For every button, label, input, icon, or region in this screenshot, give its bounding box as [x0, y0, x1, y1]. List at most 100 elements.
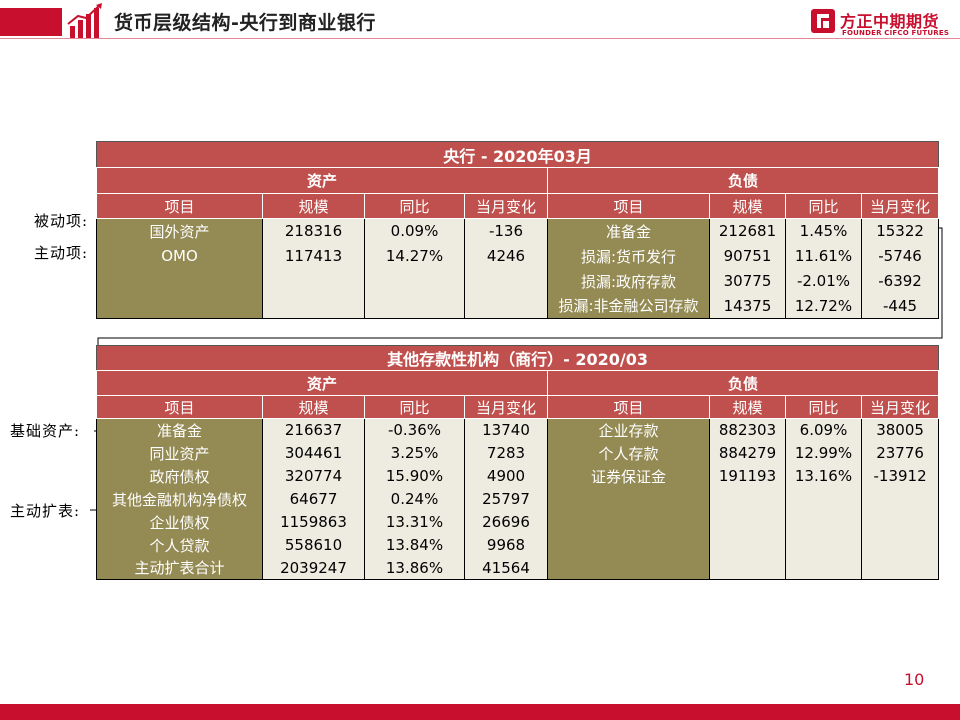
column-header: 同比: [785, 193, 862, 219]
cell: 191193: [709, 464, 786, 488]
cell: [547, 487, 710, 511]
bar-chart-growth-icon: [67, 3, 102, 38]
column-header: 项目: [96, 395, 263, 419]
company-logo: 方正中期期货 FOUNDER CIFCO FUTURES: [810, 6, 950, 42]
cell: 0.24%: [364, 487, 465, 511]
column-header: 当月变化: [860, 395, 940, 419]
cell: -0.36%: [364, 418, 465, 442]
cell: 14.27%: [364, 243, 465, 269]
cell: 11.61%: [785, 243, 862, 269]
cell: OMO: [96, 243, 263, 269]
column-header: 项目: [547, 395, 710, 419]
cell: 14375: [709, 293, 786, 319]
cell: [547, 556, 710, 580]
cell: 4246: [464, 243, 548, 269]
cell: 13.86%: [364, 556, 465, 580]
cell: 13.84%: [364, 533, 465, 557]
cell: -5746: [860, 243, 940, 269]
section-header-row: 资产 负债: [96, 167, 940, 194]
cell: 7283: [464, 441, 548, 465]
cell: 准备金: [547, 218, 710, 244]
cell: 884279: [709, 441, 786, 465]
cell: 企业债权: [96, 510, 263, 534]
cell: 15.90%: [364, 464, 465, 488]
cell: 损漏:货币发行: [547, 243, 710, 269]
cell: 企业存款: [547, 418, 710, 442]
cell: [709, 556, 786, 580]
cell: 2039247: [262, 556, 365, 580]
table-title: 其他存款性机构（商行）- 2020/03: [95, 345, 940, 371]
section-header-row: 资产 负债: [96, 370, 940, 396]
cell: 882303: [709, 418, 786, 442]
column-header: 项目: [547, 193, 710, 219]
cell: [547, 533, 710, 557]
cell: 9968: [464, 533, 548, 557]
cell: 13.16%: [785, 464, 862, 488]
cell: 损漏:非金融公司存款: [547, 293, 710, 319]
cell: [860, 533, 940, 557]
cell: 216637: [262, 418, 365, 442]
cell: [464, 293, 548, 319]
founder-logo-icon: [811, 9, 835, 33]
logo-chinese-name: 方正中期期货: [840, 12, 940, 31]
cell: [464, 268, 548, 294]
cell: 4900: [464, 464, 548, 488]
cell: 41564: [464, 556, 548, 580]
table-row: 企业债权 1159863 13.31% 26696: [96, 510, 940, 534]
cell: 准备金: [96, 418, 263, 442]
cell: [96, 268, 263, 294]
cell: 212681: [709, 218, 786, 244]
table-title-row: 央行 - 2020年03月: [95, 141, 940, 168]
cell: 23776: [860, 441, 940, 465]
cell: [709, 533, 786, 557]
cell: 1.45%: [785, 218, 862, 244]
table-row: OMO 117413 14.27% 4246 损漏:货币发行 90751 11.…: [96, 243, 940, 269]
annotation-active-expansion: 主动扩表:: [10, 502, 81, 520]
table-row: 个人贷款 558610 13.84% 9968: [96, 533, 940, 557]
cell: 90751: [709, 243, 786, 269]
cell: 个人存款: [547, 441, 710, 465]
column-header: 同比: [364, 395, 465, 419]
cell: [262, 268, 365, 294]
cell: 320774: [262, 464, 365, 488]
cell: 12.72%: [785, 293, 862, 319]
table-row: 其他金融机构净债权 64677 0.24% 25797: [96, 487, 940, 511]
cell: 0.09%: [364, 218, 465, 244]
cell: [860, 556, 940, 580]
table-row: 主动扩表合计 2039247 13.86% 41564: [96, 556, 940, 580]
cell: 15322: [860, 218, 940, 244]
table-title-row: 其他存款性机构（商行）- 2020/03: [95, 345, 940, 371]
cell: 13740: [464, 418, 548, 442]
cell: -6392: [860, 268, 940, 294]
table-row: 同业资产 304461 3.25% 7283 个人存款 884279 12.99…: [96, 441, 940, 465]
column-header: 规模: [262, 395, 365, 419]
liabilities-header: 负债: [546, 370, 940, 396]
cell: 6.09%: [785, 418, 862, 442]
column-header: 同比: [785, 395, 862, 419]
table-row: 损漏:政府存款 30775 -2.01% -6392: [96, 268, 940, 294]
page-number: 10: [904, 670, 925, 689]
cell: [785, 487, 862, 511]
cell: 其他金融机构净债权: [96, 487, 263, 511]
table-row: 损漏:非金融公司存款 14375 12.72% -445: [96, 293, 940, 319]
column-header: 规模: [262, 193, 365, 219]
column-header-row: 项目 规模 同比 当月变化 项目 规模 同比 当月变化: [96, 193, 940, 219]
cell: -13912: [860, 464, 940, 488]
annotation-base-assets: 基础资产:: [10, 422, 81, 440]
cell: [860, 487, 940, 511]
cell: 个人贷款: [96, 533, 263, 557]
header-divider: [0, 38, 960, 39]
cell: [860, 510, 940, 534]
cell: 12.99%: [785, 441, 862, 465]
cell: -136: [464, 218, 548, 244]
cell: [785, 510, 862, 534]
cell: 主动扩表合计: [96, 556, 263, 580]
annotation-active: 主动项:: [34, 244, 89, 262]
table-row: 国外资产 218316 0.09% -136 准备金 212681 1.45% …: [96, 218, 940, 244]
cell: 1159863: [262, 510, 365, 534]
page-title: 货币层级结构-央行到商业银行: [114, 12, 376, 34]
header-red-block: [0, 8, 62, 36]
cell: [547, 510, 710, 534]
cell: 证券保证金: [547, 464, 710, 488]
cell: 558610: [262, 533, 365, 557]
